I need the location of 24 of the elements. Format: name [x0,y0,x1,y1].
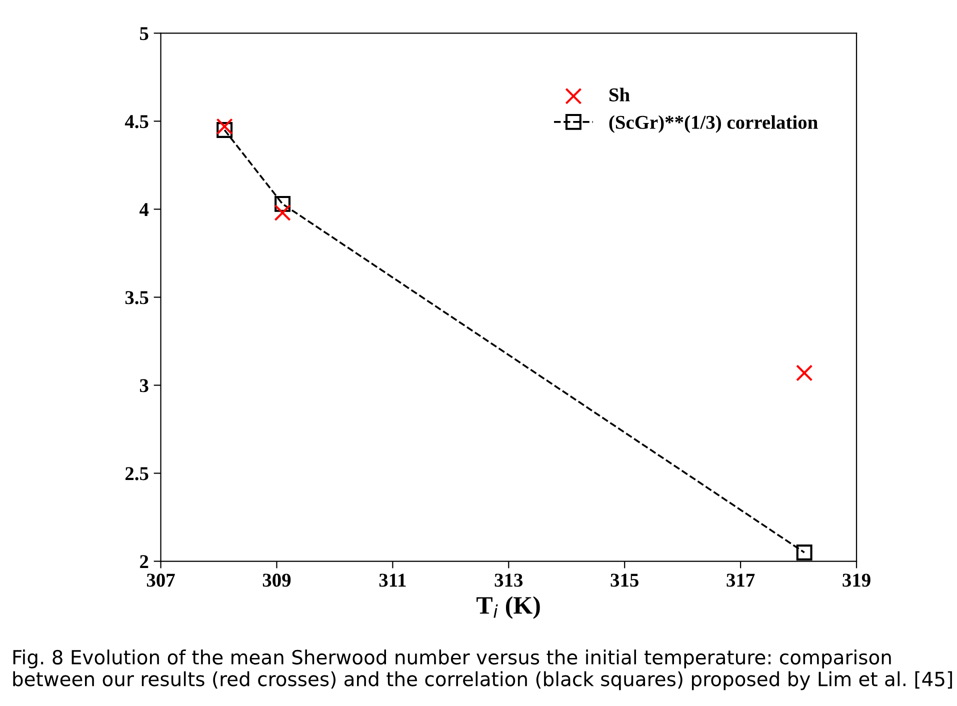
x-tick-label: 307 [146,574,175,587]
caption: Fig. 8 Evolution of the mean Sherwood number versus the initial temperature: comparison between our results (red crosses) and the correlation (black squares) proposed by Lim et al. [45] [13,650,952,690]
x-tick-label: 315 [610,574,638,587]
legend-label: Sh [609,88,630,102]
point [274,204,291,222]
legend-label: (ScGr)**(1/3) correlation [609,115,818,133]
y-tick-label: 5 [140,27,148,40]
x-tick-label: 309 [262,574,291,587]
point [796,364,813,382]
point [216,122,233,138]
point [216,118,233,135]
x-tick-label: 311 [379,574,406,587]
y-tick-label: 3 [140,379,148,392]
point [796,544,812,560]
x-axis-title: T$_{i}$ (K) [476,596,540,619]
y-tick-label: 4 [140,203,149,216]
y-tick-label: 2 [140,555,148,568]
y-tick-label: 4.5 [124,115,148,128]
x-tick-label: 319 [842,574,870,587]
y-tick-label: 3.5 [125,291,148,304]
point [274,196,291,212]
x-tick-label: 317 [726,574,755,587]
y-tick-label: 2.5 [125,467,148,480]
x-tick-label: 313 [494,574,523,587]
